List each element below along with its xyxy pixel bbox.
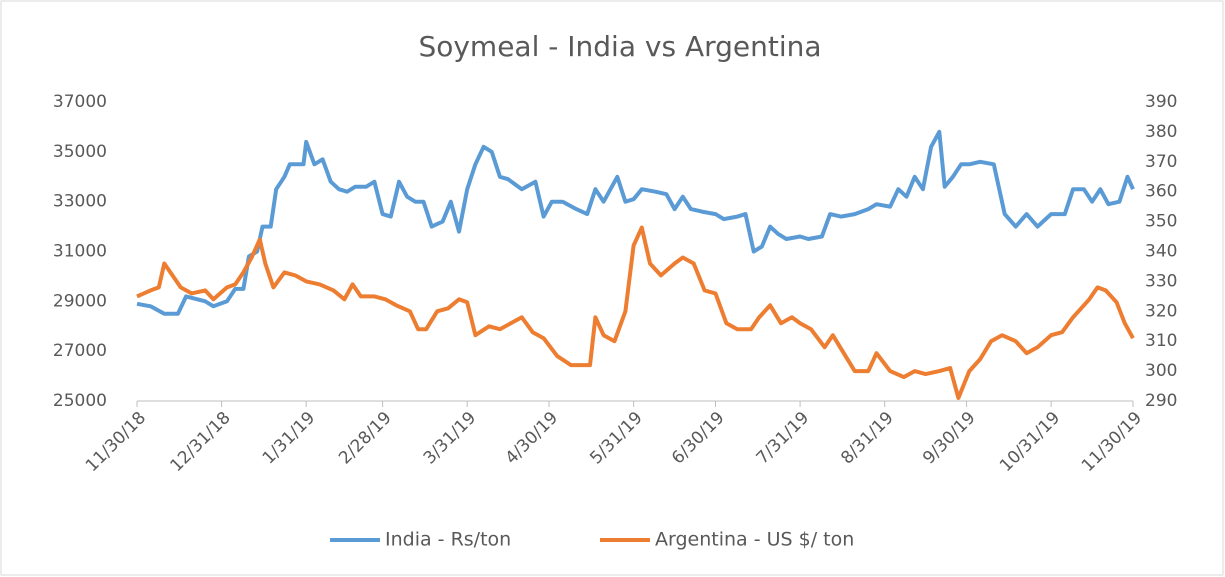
y2-tick-label: 370 (1145, 152, 1177, 172)
legend-label: India - Rs/ton (385, 529, 511, 551)
y2-tick-label: 310 (1145, 331, 1177, 351)
y-tick-label: 25000 (53, 391, 107, 411)
y-tick-label: 35000 (53, 142, 107, 162)
y2-tick-label: 390 (1145, 92, 1177, 112)
y2-tick-label: 360 (1145, 182, 1177, 202)
line-series (136, 129, 1135, 316)
chart-title: Soymeal - India vs Argentina (418, 30, 821, 63)
y2-tick-label: 300 (1145, 361, 1177, 381)
y-tick-label: 33000 (53, 192, 107, 212)
y2-tick-label: 380 (1145, 122, 1177, 142)
y2-tick-label: 350 (1145, 212, 1177, 232)
y-tick-label: 37000 (53, 92, 107, 112)
legend-label: Argentina - US $/ ton (655, 529, 854, 551)
y-tick-label: 27000 (53, 341, 107, 361)
y-tick-label: 29000 (53, 291, 107, 311)
y2-tick-label: 320 (1145, 301, 1177, 321)
y-tick-label: 31000 (53, 242, 107, 262)
y2-tick-label: 290 (1145, 391, 1177, 411)
y2-tick-label: 340 (1145, 242, 1177, 262)
line-series (136, 225, 1135, 400)
y2-tick-label: 330 (1145, 271, 1177, 291)
